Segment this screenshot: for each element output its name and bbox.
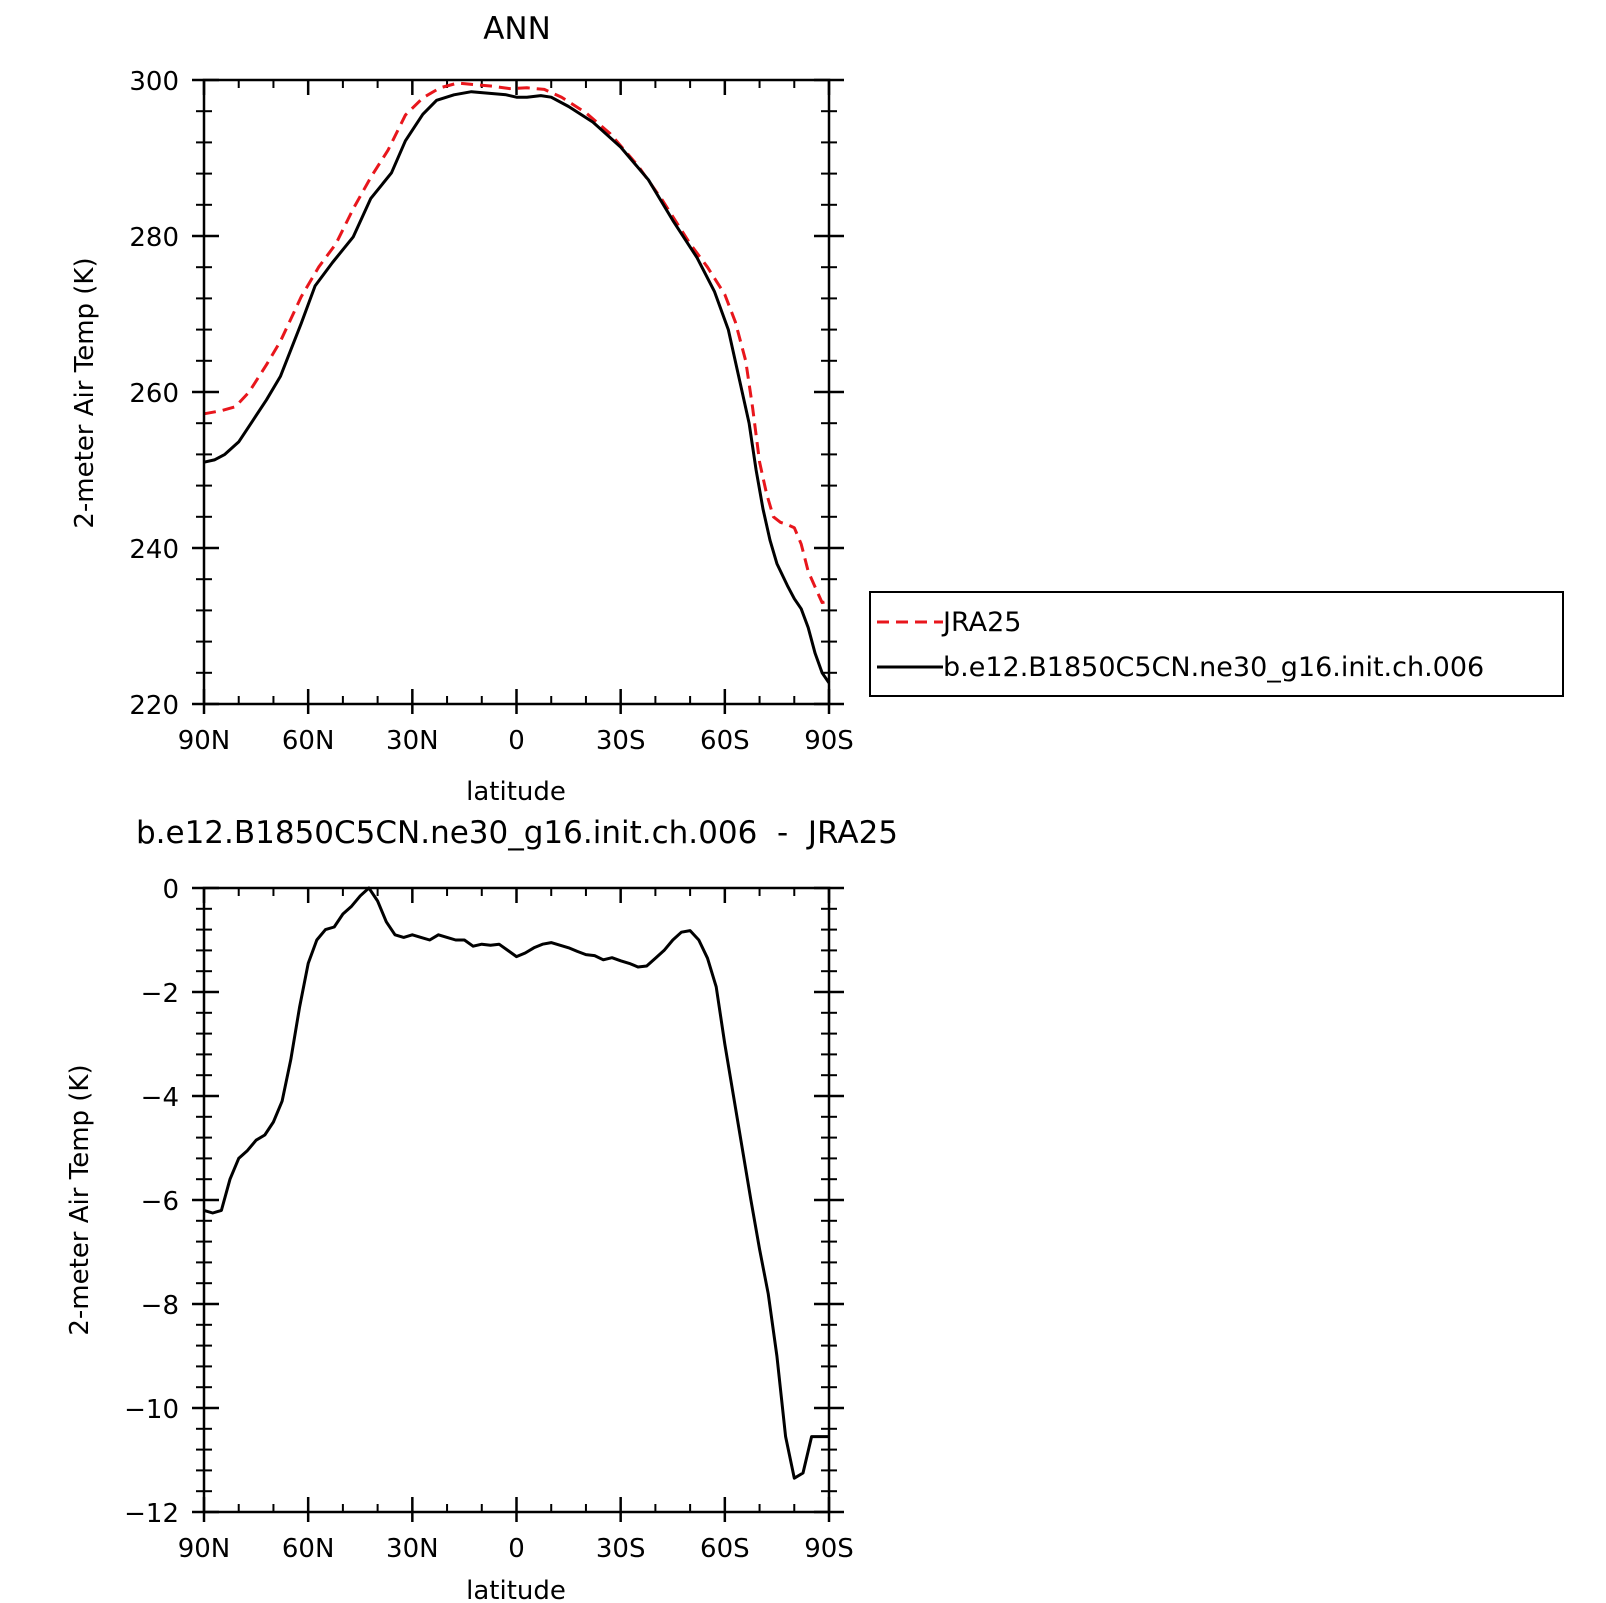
top-x-axis-title: latitude	[466, 777, 566, 807]
bottom-ytick-label: −12	[124, 1499, 179, 1529]
top-series-b-e12-b1850c5cn-ne30-g16-init-ch-006	[203, 90, 831, 684]
bottom-x-tick-labels: 90N 60N 30N 0 30S 60S 90S	[178, 1534, 854, 1564]
bottom-y-axis-title: 2-meter Air Temp (K)	[65, 1064, 95, 1335]
bottom-series-lines	[203, 886, 829, 1480]
bottom-xtick-label: 60S	[700, 1534, 750, 1564]
legend-box	[869, 591, 1564, 697]
legend: JRA25 b.e12.B1850C5CN.ne30_g16.init.ch.0…	[869, 591, 1564, 697]
bottom-plot-title: b.e12.B1850C5CN.ne30_g16.init.ch.006 - J…	[136, 815, 898, 851]
top-ytick-label: 280	[129, 223, 179, 253]
bottom-panel: b.e12.B1850C5CN.ne30_g16.init.ch.006 - J…	[65, 815, 898, 1603]
top-ytick-label: 260	[129, 379, 179, 409]
top-x-tick-labels: 90N 60N 30N 0 30S 60S 90S	[178, 726, 854, 756]
bottom-axis-ticks	[192, 886, 844, 1522]
legend-label-model: b.e12.B1850C5CN.ne30_g16.init.ch.006	[943, 652, 1484, 683]
top-y-axis-title: 2-meter Air Temp (K)	[70, 257, 100, 528]
top-xtick-label: 60S	[700, 726, 750, 756]
bottom-x-axis-title: latitude	[466, 1576, 566, 1603]
top-series-jra25	[203, 81, 830, 605]
top-xtick-label: 90S	[804, 726, 854, 756]
top-xtick-label: 60N	[282, 726, 335, 756]
bottom-xtick-label: 30N	[386, 1534, 439, 1564]
top-ytick-label: 300	[129, 67, 179, 97]
top-series-lines	[203, 81, 831, 684]
bottom-ytick-label: −4	[141, 1083, 179, 1113]
bottom-xtick-label: 30S	[596, 1534, 646, 1564]
top-ytick-label: 220	[129, 691, 179, 721]
bottom-ytick-label: −2	[141, 979, 179, 1009]
bottom-ytick-label: 0	[162, 875, 179, 905]
top-xtick-label: 90N	[178, 726, 231, 756]
top-plot-title: ANN	[483, 11, 551, 47]
top-xtick-label: 30S	[596, 726, 646, 756]
bottom-y-tick-labels: 0 −2 −4 −6 −8 −10 −12	[124, 875, 179, 1529]
bottom-xtick-label: 90N	[178, 1534, 231, 1564]
bottom-xtick-label: 90S	[804, 1534, 854, 1564]
bottom-plot-frame	[202, 886, 831, 1514]
legend-label-jra25: JRA25	[941, 607, 1021, 638]
bottom-xtick-label: 0	[508, 1534, 525, 1564]
bottom-xtick-label: 60N	[282, 1534, 335, 1564]
bottom-ytick-label: −6	[141, 1187, 179, 1217]
bottom-ytick-label: −10	[124, 1395, 179, 1425]
top-y-tick-labels: 300 280 260 240 220	[129, 67, 179, 721]
top-axis-ticks	[192, 78, 844, 714]
bottom-series-difference	[203, 886, 829, 1480]
top-ytick-label: 240	[129, 535, 179, 565]
top-xtick-label: 30N	[386, 726, 439, 756]
bottom-ytick-label: −8	[141, 1291, 179, 1321]
top-plot-frame	[202, 78, 831, 706]
top-xtick-label: 0	[508, 726, 525, 756]
